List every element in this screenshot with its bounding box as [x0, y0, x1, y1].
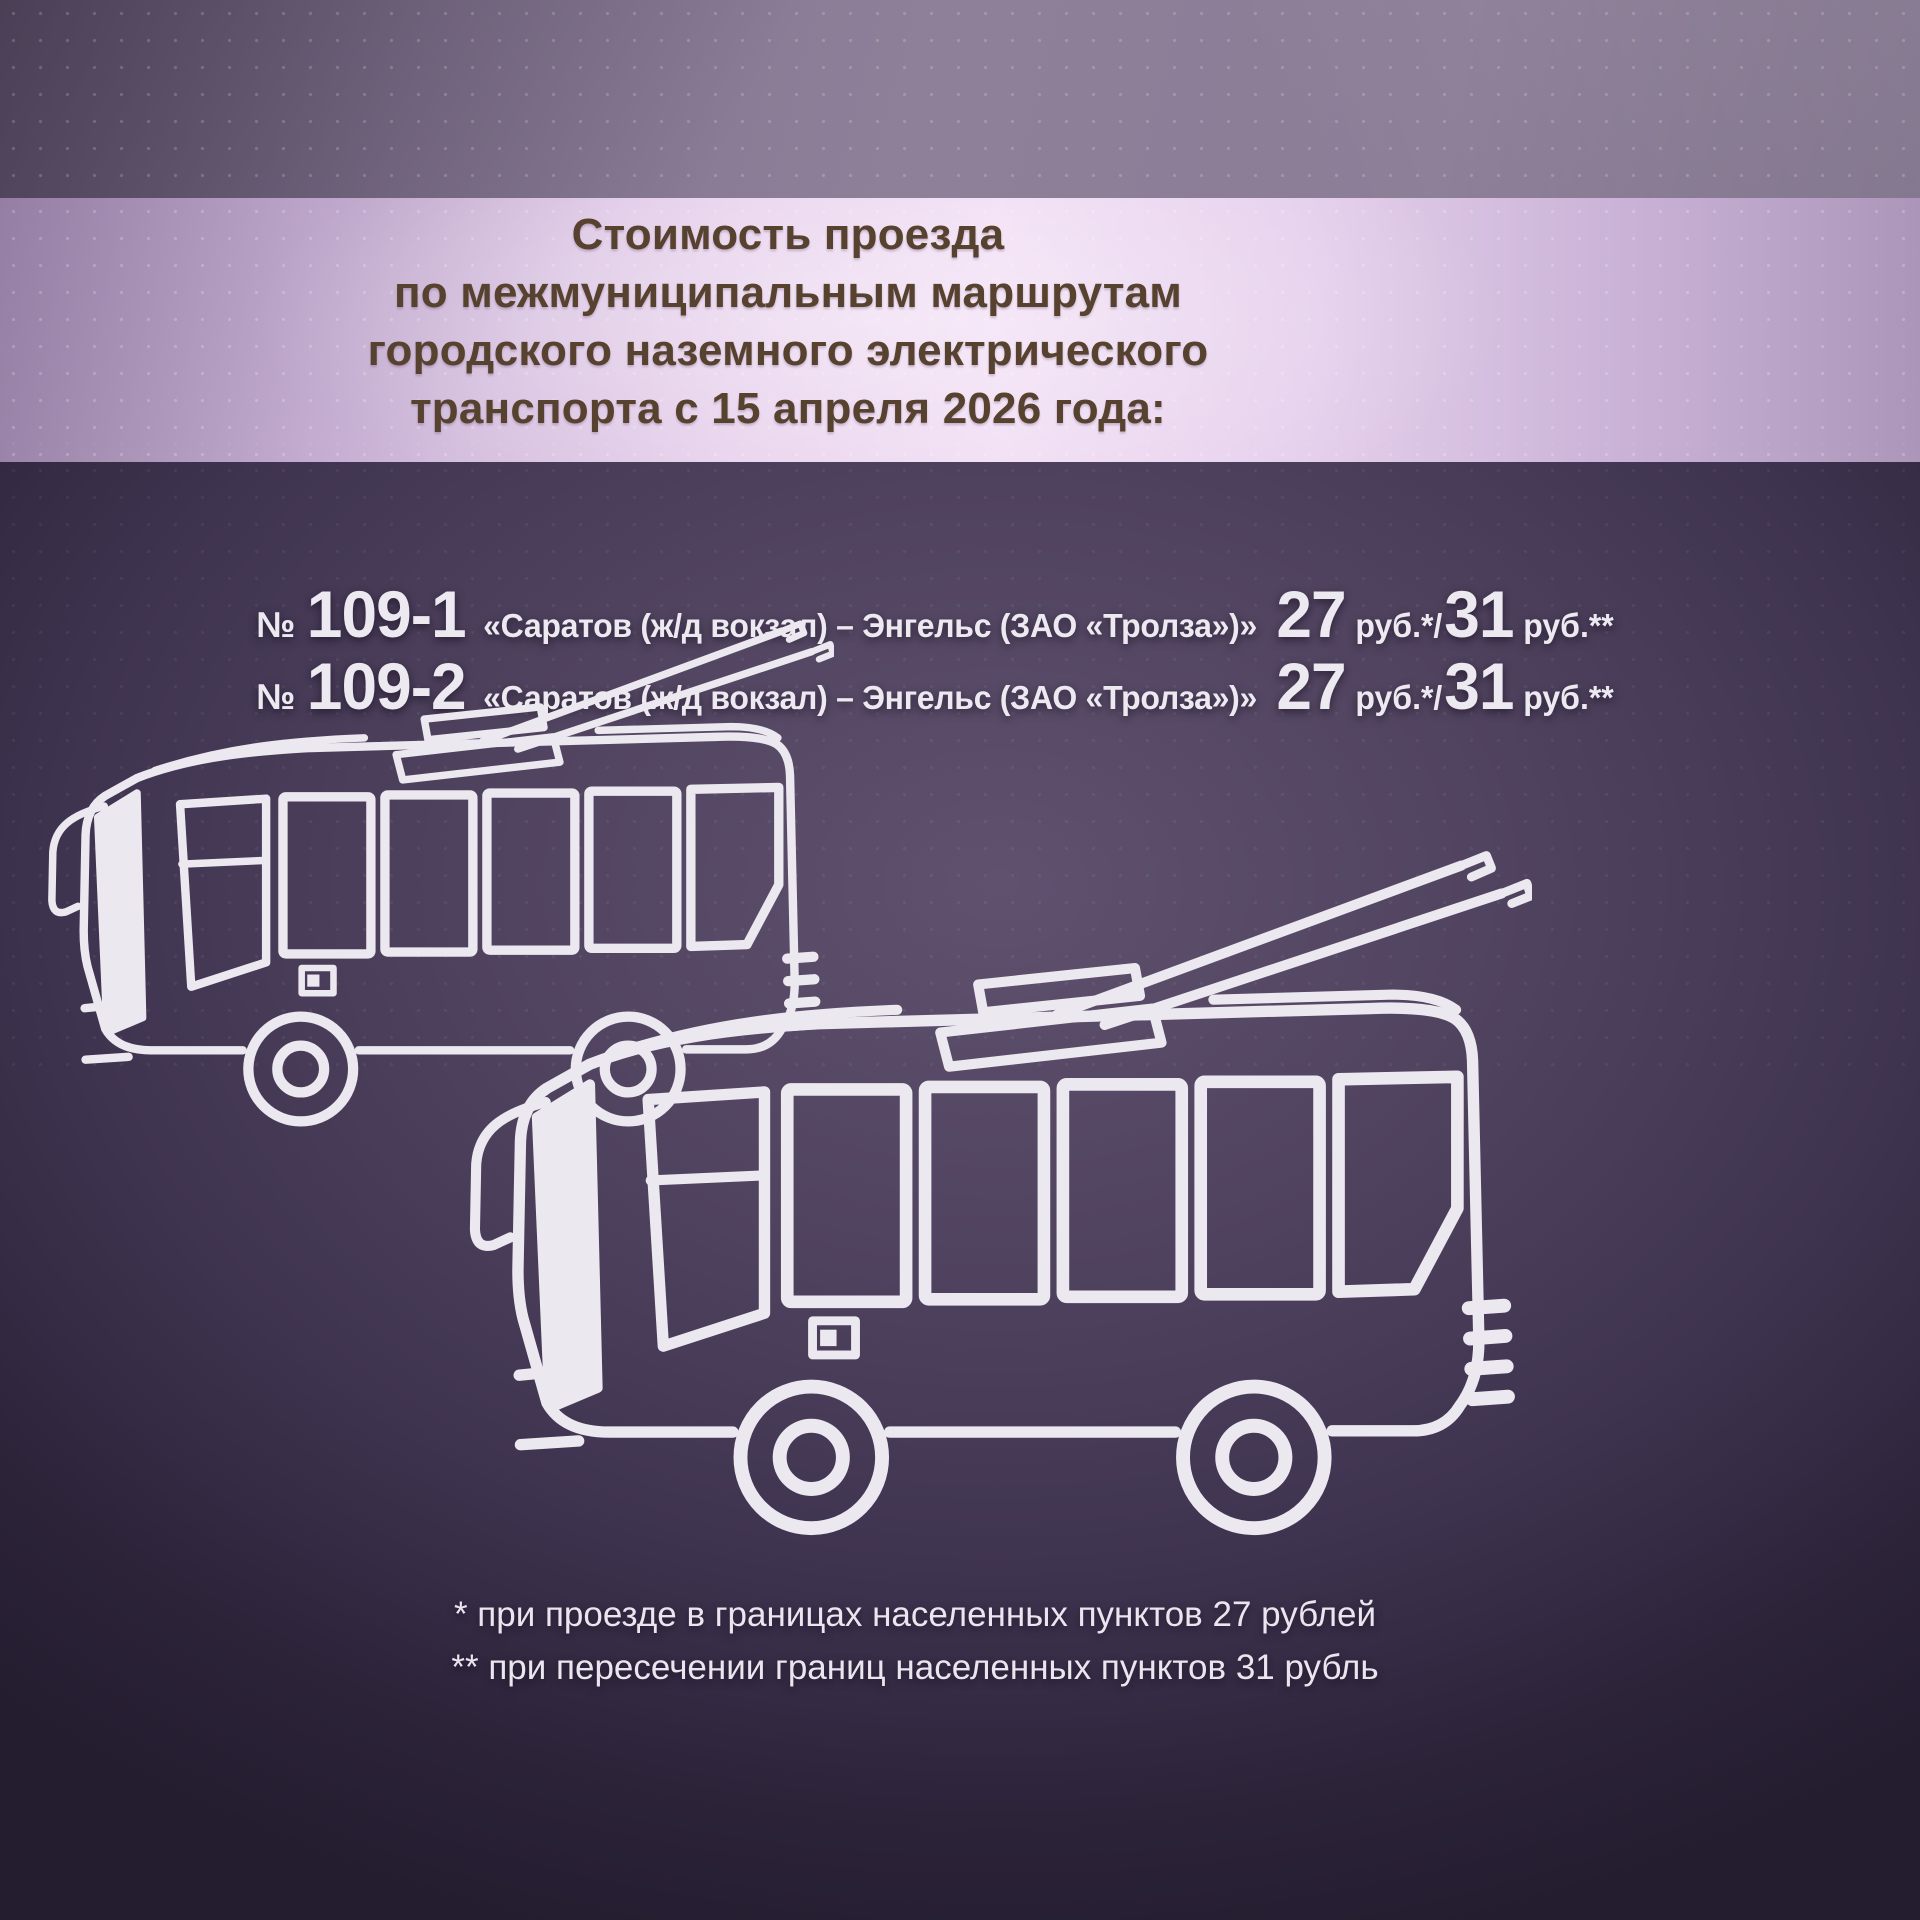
header-band-glow: [0, 198, 1920, 462]
route-row-109-1: № 109-1 «Саратов (ж/д вокзал) – Энгельс …: [28, 576, 1842, 652]
route-number: 109-1: [306, 577, 467, 651]
footnote-single-asterisk: * при проезде в границах населенных пунк…: [453, 1595, 1377, 1634]
header-band: [0, 198, 1920, 462]
footnote-double-asterisk: ** при пересечении границ населенных пун…: [451, 1648, 1379, 1687]
trolleybus-icon: [394, 810, 1532, 1556]
route-price-alt-unit: руб.**: [1523, 679, 1614, 716]
route-number: 109-2: [306, 649, 467, 723]
title-line-4: транспорта с 15 апреля 2026 года:: [410, 384, 1166, 433]
route-price-main-unit: руб.*/: [1355, 607, 1443, 644]
route-price-alt: 31: [1444, 649, 1514, 723]
route-row-109-2: № 109-2 «Саратов (ж/д вокзал) – Энгельс …: [28, 648, 1842, 724]
page-title: Стоимость проезда по межмуниципальным ма…: [0, 206, 1576, 438]
route-price-main: 27: [1276, 577, 1346, 651]
dot-pattern: [0, 0, 1920, 198]
footnotes: * при проезде в границах населенных пунк…: [0, 1588, 1830, 1694]
title-line-1: Стоимость проезда: [571, 210, 1005, 259]
title-line-2: по межмуниципальным маршрутам: [393, 268, 1183, 317]
route-name: «Саратов (ж/д вокзал) – Энгельс (ЗАО «Тр…: [483, 607, 1257, 644]
dot-pattern: [0, 198, 1920, 462]
top-decorative-band: [0, 0, 1920, 198]
route-number-prefix: №: [256, 604, 296, 645]
route-price-main-unit: руб.*/: [1355, 679, 1443, 716]
title-line-3: городского наземного электрического: [367, 326, 1209, 375]
route-price-main: 27: [1276, 649, 1346, 723]
route-price-alt-unit: руб.**: [1523, 607, 1614, 644]
top-band-diagonal-shade: [0, 0, 1920, 198]
route-price-alt: 31: [1444, 577, 1514, 651]
route-number-prefix: №: [256, 676, 296, 717]
